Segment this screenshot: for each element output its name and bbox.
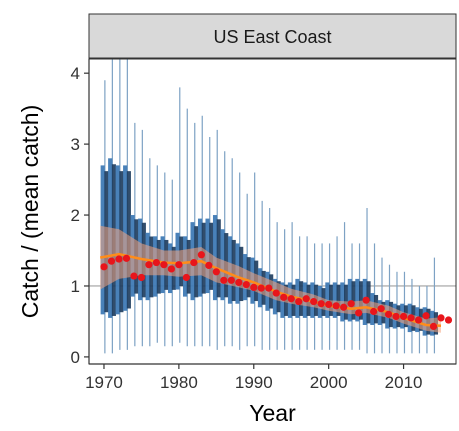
point-2001 [332, 302, 340, 310]
point-2016 [444, 316, 453, 324]
point-1979 [167, 265, 175, 273]
box-light [347, 278, 352, 322]
point-2015 [437, 314, 445, 322]
point-1991 [257, 284, 265, 292]
point-1980 [175, 261, 183, 269]
box-light [355, 278, 360, 322]
point-1993 [272, 289, 280, 297]
plot-panel [88, 58, 457, 365]
point-1974 [130, 272, 138, 280]
point-1994 [280, 293, 288, 301]
y-tick-label-2: 2 [71, 206, 80, 225]
point-2013 [422, 312, 430, 320]
y-tick-label-0: 0 [71, 348, 80, 367]
point-2014 [429, 322, 438, 331]
point-1985 [212, 268, 220, 276]
point-2004 [355, 309, 363, 317]
facet-strip-label: US East Coast [213, 27, 331, 47]
x-tick-label-1970: 1970 [85, 373, 123, 392]
facet-strip: US East Coast [88, 13, 457, 59]
y-tick-label-4: 4 [71, 64, 80, 83]
point-1982 [190, 258, 198, 267]
point-1977 [152, 258, 161, 267]
points [100, 251, 453, 331]
y-tick-label-1: 1 [71, 277, 80, 296]
point-1978 [160, 261, 168, 269]
box-2004 [355, 243, 364, 350]
smooth-ribbon [100, 225, 441, 333]
box-light [332, 282, 337, 318]
point-1972 [115, 255, 123, 263]
point-1981 [182, 273, 190, 282]
box-dark [359, 281, 364, 320]
point-1983 [197, 251, 205, 259]
point-1998 [310, 297, 318, 306]
point-1975 [137, 273, 146, 282]
point-1995 [287, 295, 295, 303]
y-axis-title: Catch / (mean catch) [17, 105, 43, 318]
point-2000 [325, 300, 333, 309]
point-1990 [250, 283, 258, 291]
point-2012 [414, 316, 423, 324]
point-1970 [100, 263, 108, 271]
point-2010 [399, 312, 408, 321]
point-2003 [347, 300, 355, 308]
axes: 0 1 2 3 4 1970 1980 1990 2000 2010 [71, 59, 456, 392]
point-1992 [265, 284, 273, 292]
x-tick-label-2010: 2010 [385, 373, 423, 392]
point-1986 [220, 276, 228, 284]
facet-strip-background [88, 13, 457, 59]
box-dark [216, 219, 221, 298]
point-2005 [362, 296, 370, 304]
point-2011 [407, 314, 415, 322]
box-2003 [347, 243, 356, 350]
point-1999 [317, 300, 325, 308]
x-tick-label-1990: 1990 [235, 373, 273, 392]
point-2008 [384, 310, 393, 318]
point-2002 [340, 303, 348, 311]
x-tick-label-2000: 2000 [310, 373, 348, 392]
point-1973 [122, 254, 131, 262]
point-1996 [295, 297, 303, 306]
box-2001 [332, 236, 341, 350]
point-1987 [227, 276, 235, 284]
point-1989 [242, 280, 250, 289]
box-dark [336, 284, 341, 316]
point-1984 [205, 261, 213, 270]
point-2009 [392, 312, 400, 321]
point-2007 [377, 305, 385, 313]
point-1971 [107, 257, 116, 265]
point-1997 [302, 295, 310, 303]
point-1976 [145, 261, 153, 269]
point-2006 [370, 307, 378, 316]
x-tick-label-1980: 1980 [160, 373, 198, 392]
x-axis-title: Year [249, 400, 296, 426]
panel-content [89, 59, 456, 354]
box-dark [351, 281, 356, 320]
y-tick-label-3: 3 [71, 135, 80, 154]
point-1988 [235, 278, 243, 287]
box-dark [329, 284, 334, 316]
